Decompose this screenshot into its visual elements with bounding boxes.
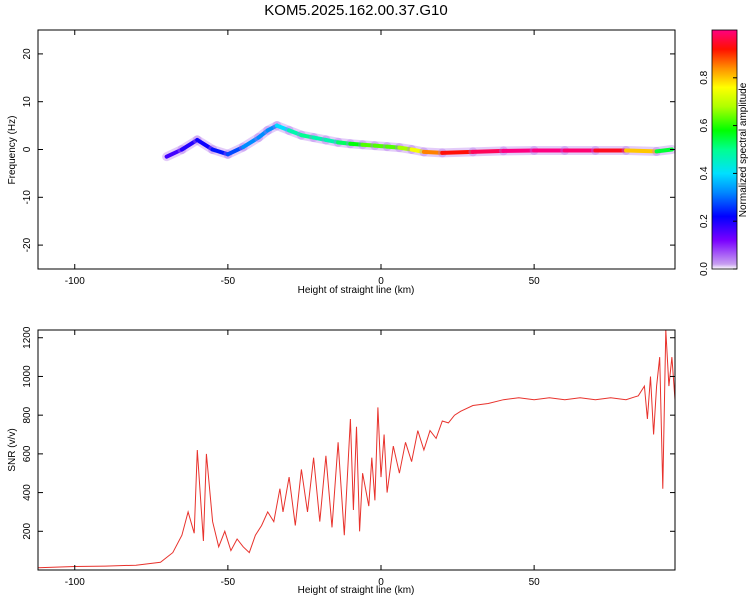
ridge-segment [336,140,353,146]
y-tick-label: 400 [22,484,33,501]
ridge-segment [372,143,390,149]
ridge-segment [311,135,328,142]
y-tick-label: 10 [22,96,33,108]
x-tick-label: -50 [221,577,236,588]
ridge-segment [470,148,506,154]
y-tick-label: -20 [22,237,33,252]
snr-ylabel: SNR (v/v) [7,428,18,471]
snr-series-line [38,330,675,569]
ridge-segment [210,147,230,157]
ridge-segment [385,144,402,150]
spectrogram-ridge [162,121,675,162]
y-tick-label: 0 [22,146,33,152]
colorbar-tick-label: 0.8 [699,70,710,84]
ridge-segment [360,142,377,148]
y-tick-label: 600 [22,445,33,462]
x-tick-label: -50 [221,276,236,287]
y-tick-label: 1000 [22,365,33,388]
colorbar-tick-label: 0.4 [699,166,710,180]
ridge-segment [421,149,445,155]
ridge-segment [287,128,304,138]
ridge-segment [323,137,341,145]
y-tick-label: 800 [22,406,33,423]
colorbar-tick-label: 0.2 [699,214,710,228]
snr-xlabel: Height of straight line (km) [298,585,415,596]
spectrogram-xlabel: Height of straight line (km) [298,285,415,296]
x-tick-label: 50 [529,577,541,588]
ridge-segment [179,137,200,152]
ridge-segment [195,137,215,152]
colorbar-ticks: 0.0 0.2 0.4 0.6 0.8 [699,70,737,276]
snr-panel: -100 -50 0 50 200 400 600 800 1000 1200 Height of… [7,326,676,596]
y-tick-label: 1200 [22,326,33,349]
spectrogram-ylabel: Frequency (Hz) [7,116,18,185]
ridge-segment [274,123,292,133]
x-tick-label: 0 [378,276,384,287]
colorbar: 0.0 0.2 0.4 0.6 0.8 Normalized spectral ampl… [699,29,749,276]
y-tick-label: -10 [22,190,33,205]
x-tick-label: -100 [65,276,85,287]
ridge-segment [409,147,426,154]
colorbar-tick-label: 0.6 [699,118,710,132]
ridge-segment [164,147,184,159]
colorbar-label: Normalized spectral amplitude [738,82,749,217]
ridge-segment [624,148,659,154]
y-tick-label: 200 [22,523,33,540]
ridge-segment [348,141,365,147]
ridge-segment [397,145,414,152]
chart-title: KOM5.2025.162.00.37.G10 [264,2,447,19]
x-tick-label: -100 [65,577,85,588]
snr-frame [37,329,676,571]
colorbar-tick-label: 0.0 [699,262,710,276]
ridge-segment [654,147,674,154]
ridge-segment [225,145,246,157]
x-tick-label: 50 [529,276,541,287]
ridge-segment [440,149,475,155]
ridge-segment [241,135,261,150]
snr-ticks: -100 -50 0 50 200 400 600 800 1000 1200 [22,326,675,588]
x-tick-label: 0 [378,577,384,588]
y-tick-label: 20 [22,48,33,60]
ridge-segment [299,133,316,140]
colorbar-gradient [711,29,738,270]
